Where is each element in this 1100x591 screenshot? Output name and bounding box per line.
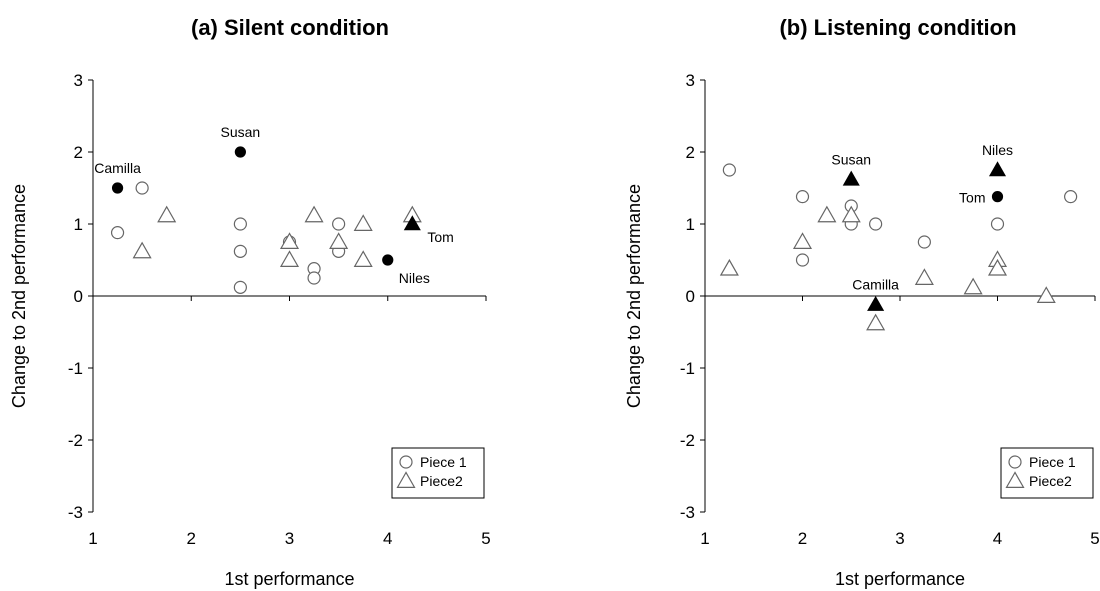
y-tick-label: 3 — [686, 71, 695, 90]
piece1-point — [307, 271, 321, 285]
y-tick-label: -2 — [680, 431, 695, 450]
y-axis-label: Change to 2nd performance — [9, 184, 29, 408]
piece2-point — [963, 277, 983, 295]
panel-listening-condition: (b) Listening condition -3 -2 -1 0 1 2 3 1 2 3 4 5 1s… — [624, 15, 1100, 589]
y-tick-label: 1 — [686, 215, 695, 234]
piece1-point — [1064, 190, 1078, 204]
highlighted-point — [111, 182, 124, 194]
y-tick-label: -3 — [68, 503, 83, 522]
piece1-point — [795, 190, 810, 204]
point-annotation: Tom — [959, 190, 985, 206]
x-tick-label: 5 — [1090, 529, 1099, 548]
piece1-point — [233, 217, 247, 231]
piece1-point — [869, 217, 883, 231]
piece2-point — [279, 232, 300, 249]
piece2-point — [279, 250, 300, 267]
x-tick-label: 2 — [187, 529, 196, 548]
y-tick-label: 3 — [74, 71, 83, 90]
chart-title: (a) Silent condition — [191, 15, 389, 40]
piece1-point — [233, 244, 247, 258]
point-annotation: Camilla — [852, 277, 899, 293]
piece2-point — [792, 232, 813, 249]
piece2-point — [866, 313, 886, 331]
piece1-point — [233, 280, 247, 294]
point-annotation: Camilla — [94, 160, 141, 176]
x-tick-label: 1 — [700, 529, 709, 548]
y-tick-label: -2 — [68, 431, 83, 450]
piece2-point — [304, 205, 324, 223]
y-tick-label: -1 — [680, 359, 695, 378]
piece2-point — [841, 205, 861, 223]
legend-circle-icon — [399, 455, 413, 469]
legend-label: Piece 1 — [1029, 454, 1076, 470]
legend: Piece 1 Piece2 — [1000, 447, 1094, 499]
piece1-point — [990, 217, 1005, 231]
legend: Piece 1 Piece2 — [391, 447, 485, 499]
highlighted-point — [867, 295, 885, 311]
piece2-point — [132, 241, 152, 259]
piece2-point — [817, 205, 837, 223]
piece1-point — [795, 253, 810, 267]
y-axis-label: Change to 2nd performance — [624, 184, 644, 408]
x-tick-label: 4 — [383, 529, 392, 548]
legend-label: Piece2 — [1029, 473, 1072, 489]
legend-label: Piece 1 — [420, 454, 467, 470]
y-tick-label: 2 — [74, 143, 83, 162]
piece1-point — [110, 226, 125, 240]
piece2-point — [353, 214, 373, 231]
highlighted-point — [842, 170, 860, 186]
legend-circle-icon — [1008, 455, 1022, 469]
highlighted-point — [988, 161, 1007, 177]
piece2-point — [329, 232, 349, 249]
point-annotation: Niles — [982, 142, 1013, 158]
x-tick-label: 5 — [481, 529, 490, 548]
piece2-point — [719, 258, 739, 276]
x-axis-label: 1st performance — [835, 569, 965, 589]
highlighted-point — [991, 191, 1004, 203]
piece1-point — [332, 217, 346, 231]
x-axis-label: 1st performance — [224, 569, 354, 589]
point-annotation: Tom — [427, 229, 453, 245]
y-tick-label: 0 — [74, 287, 83, 306]
piece2-point — [914, 268, 934, 285]
piece1-point — [917, 235, 931, 249]
piece2-point — [353, 250, 373, 267]
piece2-point — [1036, 286, 1056, 303]
highlighted-point — [382, 254, 394, 266]
legend-triangle-icon — [396, 471, 416, 488]
y-tick-label: 1 — [74, 215, 83, 234]
piece2-point — [157, 205, 177, 223]
x-tick-label: 4 — [993, 529, 1002, 548]
point-annotation: Susan — [221, 124, 261, 140]
piece1-point — [135, 181, 149, 195]
y-tick-label: -1 — [68, 359, 83, 378]
x-tick-label: 2 — [798, 529, 807, 548]
legend-label: Piece2 — [420, 473, 463, 489]
highlighted-point — [403, 215, 421, 231]
y-tick-label: -3 — [680, 503, 695, 522]
x-tick-label: 3 — [285, 529, 294, 548]
chart-title: (b) Listening condition — [779, 15, 1016, 40]
y-tick-label: 0 — [686, 287, 695, 306]
piece1-point — [722, 163, 736, 177]
piece2-point — [987, 258, 1008, 276]
legend-triangle-icon — [1005, 471, 1025, 488]
point-annotation: Niles — [399, 270, 430, 286]
panel-silent-condition: (a) Silent condition -3 -2 -1 0 1 2 3 1 2 3 4 5 1st p… — [9, 15, 491, 589]
y-tick-label: 2 — [686, 143, 695, 162]
x-tick-label: 3 — [895, 529, 904, 548]
highlighted-point — [234, 146, 246, 158]
point-annotation: Susan — [831, 151, 871, 167]
x-tick-label: 1 — [88, 529, 97, 548]
